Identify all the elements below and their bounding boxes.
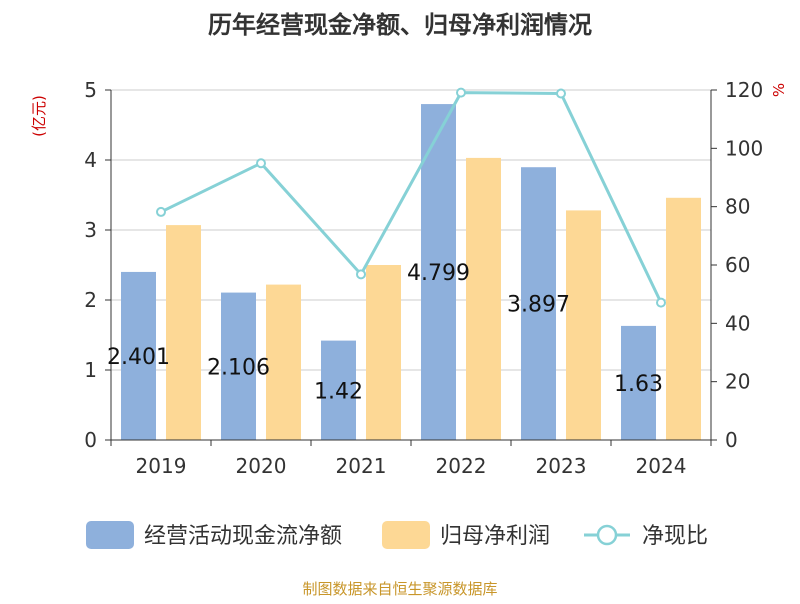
cash-flow-bar [221,292,256,440]
x-axis-tick-label: 2024 [636,454,687,478]
cash-flow-bar [421,104,456,440]
cash-flow-bar [321,340,356,440]
right-axis-tick-label: 100 [725,136,763,160]
x-axis-tick-label: 2022 [436,454,487,478]
x-axis-tick-label: 2021 [336,454,387,478]
left-axis-tick-label: 2 [84,288,97,312]
net-cash-ratio-point [156,206,166,217]
legend-swatch [382,521,430,549]
left-axis-tick-label: 5 [84,78,97,102]
right-axis-tick-label: 60 [725,253,750,277]
legend-swatch-marker [596,524,618,546]
net-profit-bar [666,197,701,440]
net-cash-ratio-point [656,297,666,308]
right-axis-tick-label: 120 [725,78,763,102]
cash-flow-data-label: 2.401 [107,345,170,370]
cash-flow-bar [521,167,556,440]
net-cash-ratio-point [256,158,266,169]
net-profit-bar [466,157,501,440]
net-profit-bar [266,284,301,440]
legend-label: 净现比 [642,524,708,549]
left-axis-unit: (亿元) [30,95,48,137]
cash-flow-bar [621,325,656,440]
cash-flow-data-label: 1.63 [614,372,663,397]
legend-item-cash-flow: 经营活动现金流净额 [86,521,342,549]
left-axis-tick-label: 0 [84,428,97,452]
right-axis-tick-label: 80 [725,195,750,219]
chart-title: 历年经营现金净额、归母净利润情况 [208,11,592,39]
grid-lines [111,89,711,371]
net-cash-ratio-point [356,269,366,280]
right-axis-tick-label: 40 [725,311,750,335]
legend-item-net-cash-ratio: 净现比 [584,524,708,549]
x-axis-tick-label: 2023 [536,454,587,478]
right-axis-tick-label: 20 [725,370,750,394]
line-series-group [156,87,666,308]
axes: 0 1 2 3 4 5 0 20 40 60 80 100 120 2019 2020 2021 2022 202… [84,78,763,478]
net-profit-bar [166,225,201,440]
left-axis-tick-label: 3 [84,218,97,242]
cash-flow-data-label: 2.106 [207,355,270,380]
data-labels: 2.401 2.106 1.42 4.799 3.897 1.63 [107,261,663,404]
legend-swatch [86,521,134,549]
x-axis-tick-label: 2020 [236,454,287,478]
left-axis-tick-label: 4 [84,148,97,172]
legend-label: 归母净利润 [440,524,550,549]
cash-flow-data-label: 3.897 [507,293,570,318]
cash-flow-data-label: 4.799 [407,261,470,286]
source-note: 制图数据来自恒生聚源数据库 [302,580,497,598]
x-axis-tick-label: 2019 [136,454,187,478]
net-profit-bar [566,210,601,440]
cash-flow-bar [121,271,156,440]
left-axis-tick-label: 1 [84,358,97,382]
net-profit-bar [366,265,401,440]
right-axis-tick-label: 0 [725,428,738,452]
net-cash-ratio-line [160,91,663,304]
legend-label: 经营活动现金流净额 [144,524,342,549]
legend-item-net-profit: 归母净利润 [382,521,550,549]
bar-series-group [121,104,701,440]
right-axis-unit: % [770,83,788,97]
cash-flow-data-label: 1.42 [314,379,363,404]
legend: 经营活动现金流净额 归母净利润 净现比 [86,521,708,549]
net-cash-ratio-point [456,87,466,98]
net-cash-ratio-point [556,88,566,99]
